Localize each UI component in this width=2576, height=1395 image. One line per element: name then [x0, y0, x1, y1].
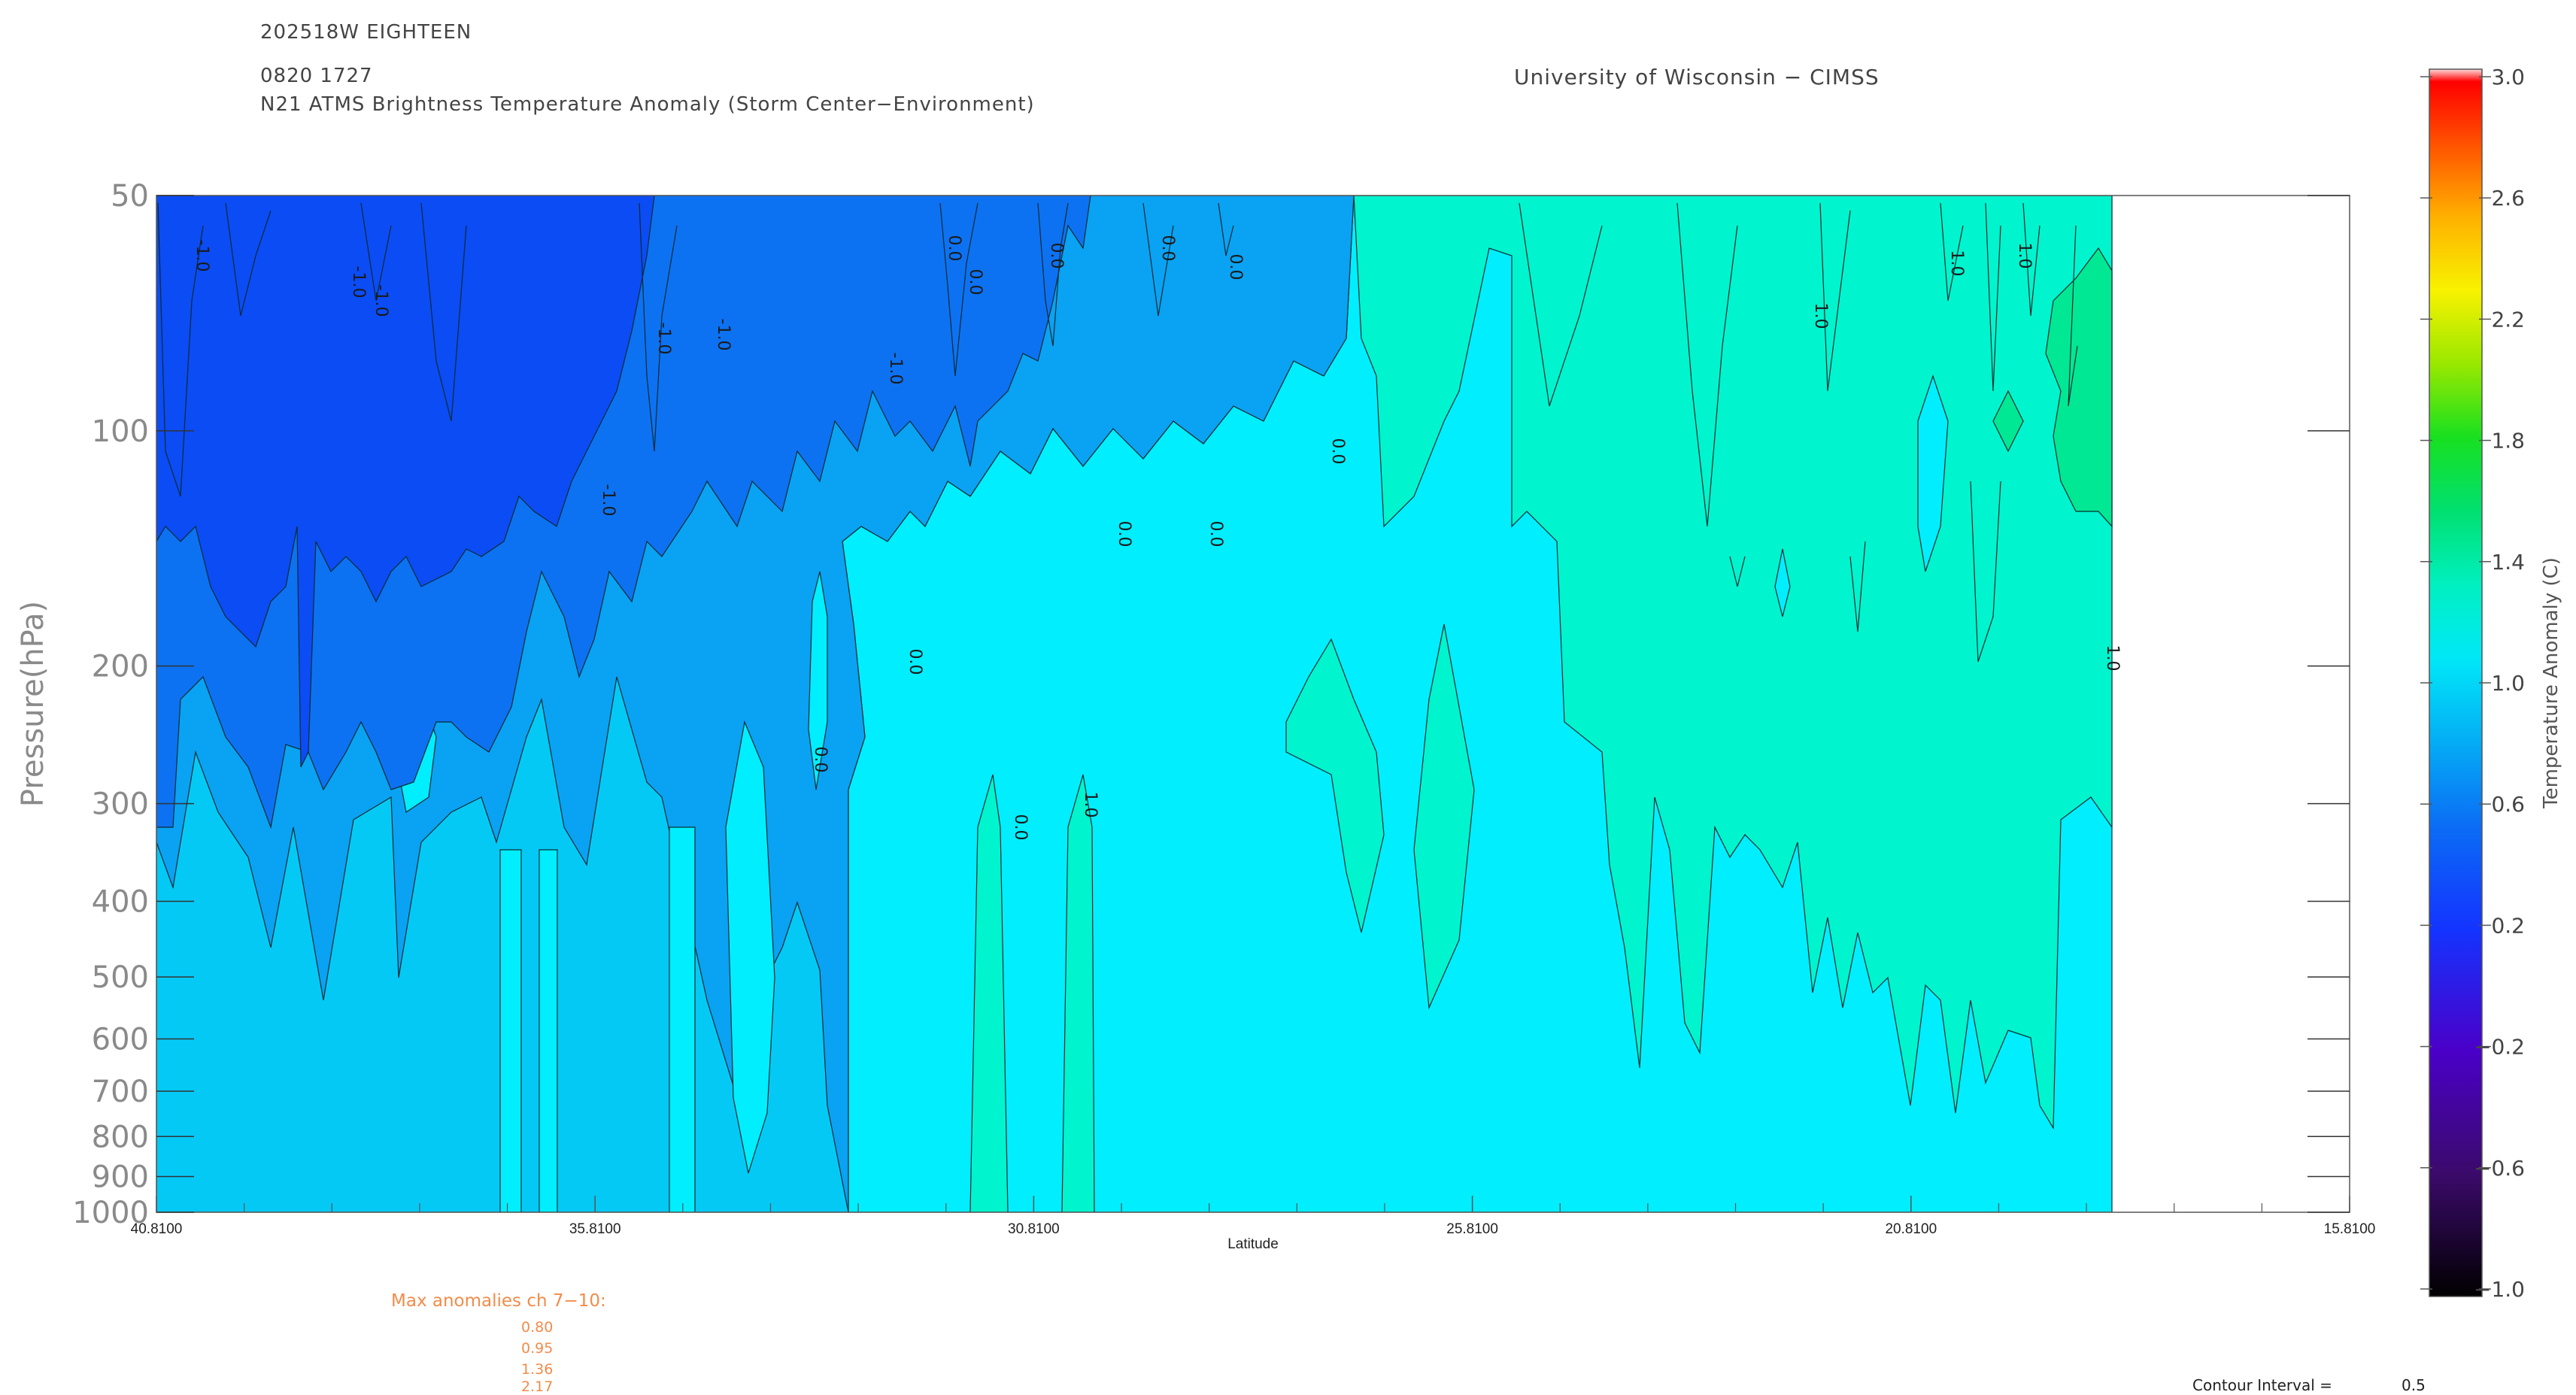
- contour-label: 0.0: [1047, 243, 1066, 269]
- colorbar-tick-label: −0.6: [2474, 1156, 2525, 1181]
- contour-label: -1.0: [349, 266, 368, 299]
- colorbar-tick-label: −0.2: [2474, 1035, 2525, 1060]
- contour-label: 0.0: [906, 649, 924, 675]
- contour-band-island-d: [808, 571, 828, 790]
- max-anomaly-value: 0.95: [521, 1340, 554, 1357]
- contour-label: -1.0: [599, 484, 617, 517]
- x-tick-label: 40.8100: [131, 1221, 183, 1237]
- x-tick-label: 30.8100: [1008, 1221, 1060, 1237]
- contour-band-1.0-1.5-c: [1413, 623, 1475, 1010]
- contour-band-gt-1.5-b: [1992, 390, 2024, 453]
- contour-label: 1.0: [1081, 792, 1100, 818]
- contour-band-1.0-1.5-b: [1285, 638, 1385, 933]
- contour-band-island: [1917, 375, 1949, 572]
- contour-label: 1.0: [1811, 303, 1830, 329]
- max-anomaly-value: 1.36: [521, 1361, 554, 1378]
- y-tick-label: 1000: [72, 1196, 149, 1230]
- contour-interval-value: 0.5: [2402, 1376, 2426, 1394]
- x-axis-label: Latitude: [1227, 1236, 1279, 1252]
- colorbar-tick-label: 2.2: [2491, 307, 2525, 332]
- contour-column: [539, 849, 558, 1212]
- colorbar-tick-label: 2.6: [2491, 186, 2525, 211]
- colorbar-ticks: 3.0 2.6 2.2 1.8 1.4 1.0 0.6 0.2 −0.2 −0.6 −1.0: [2420, 65, 2525, 1302]
- x-axis: 40.8100 35.8100 30.8100 25.8100 20.8100 15.81…: [131, 1196, 2376, 1237]
- contour-band-1.0-1.5-e: [1061, 774, 1095, 1212]
- colorbar-tick-label: 3.0: [2491, 65, 2525, 89]
- contour-column: [499, 849, 522, 1212]
- contour-band-1.0-1.5-d: [969, 774, 1009, 1212]
- contour-label: 0.0: [1115, 521, 1133, 547]
- colorbar-tick-label: −1.0: [2474, 1277, 2525, 1302]
- contour-interval-label: Contour Interval =: [2192, 1376, 2332, 1394]
- contour-label: 0.0: [966, 269, 985, 296]
- contour-label: 0.0: [945, 235, 963, 262]
- contour-band-gt-1.5: [2045, 247, 2113, 528]
- max-anomaly-value: 2.17: [521, 1378, 554, 1395]
- y-tick-label: 400: [92, 884, 149, 919]
- contour-fill: [156, 196, 2113, 1212]
- y-tick-label: 200: [92, 650, 149, 684]
- colorbar-tick-label: 1.8: [2491, 429, 2525, 453]
- contour-labels: -1.0-1.0-1.0-1.0 -1.0-1.0-1.00.0 0.00.00.0…: [193, 235, 2122, 841]
- plot-frame: [156, 195, 2350, 1213]
- contour-label: 0.0: [1206, 521, 1225, 547]
- storm-id: 202518W EIGHTEEN: [260, 21, 472, 44]
- contour-label: -1.0: [714, 319, 733, 351]
- y-tick-label: 100: [92, 414, 149, 449]
- contour-label: -1.0: [372, 285, 390, 317]
- contour-label: 0.0: [1158, 235, 1177, 262]
- colorbar-tick-label: 1.4: [2491, 550, 2525, 575]
- y-tick-label: 900: [92, 1160, 149, 1194]
- x-tick-label: 25.8100: [1446, 1221, 1498, 1237]
- institution-label: University of Wisconsin − CIMSS: [1514, 65, 1880, 89]
- date-time: 0820 1727: [260, 65, 373, 87]
- max-anomaly-value: 0.80: [521, 1319, 554, 1336]
- contour-label: 1.0: [2015, 243, 2034, 269]
- colorbar: [2429, 68, 2483, 1297]
- y-tick-label: 600: [92, 1022, 149, 1057]
- colorbar-tick-label: 1.0: [2491, 671, 2525, 696]
- contour-label: -1.0: [886, 353, 905, 385]
- contour-band-island-b: [1774, 548, 1791, 617]
- x-tick-label: 20.8100: [1885, 1221, 1937, 1237]
- contour-band-island-c: [725, 720, 775, 1174]
- contour-label: 0.0: [1328, 438, 1347, 465]
- contour-label: 1.0: [1947, 250, 1966, 277]
- colorbar-tick-label: 0.2: [2491, 913, 2525, 938]
- contour-label: 0.0: [811, 747, 830, 773]
- y-axis-label: Pressure(hPa): [16, 601, 50, 807]
- y-tick-label: 800: [92, 1120, 149, 1154]
- contour-label: 0.0: [1226, 254, 1245, 281]
- contour-column: [669, 826, 696, 1212]
- contour-label: -1.0: [193, 240, 211, 272]
- product-title: N21 ATMS Brightness Temperature Anomaly …: [260, 93, 1035, 116]
- contour-label: 1.0: [2103, 645, 2122, 672]
- contour-label: 0.0: [1011, 814, 1030, 841]
- colorbar-tick-label: 0.6: [2491, 792, 2525, 817]
- colorbar-label: Temperature Anomaly (C): [2540, 557, 2562, 809]
- y-tick-label: 300: [92, 787, 149, 822]
- contour-label: -1.0: [654, 323, 673, 355]
- x-tick-label: 35.8100: [569, 1221, 621, 1237]
- y-tick-label: 700: [92, 1075, 149, 1109]
- x-tick-label: 15.8100: [2324, 1221, 2376, 1237]
- y-tick-label: 50: [111, 179, 149, 214]
- contour-band-lt-neg1.0: [156, 196, 655, 768]
- y-tick-label: 500: [92, 960, 149, 995]
- max-anomalies-title: Max anomalies ch 7−10:: [391, 1291, 606, 1311]
